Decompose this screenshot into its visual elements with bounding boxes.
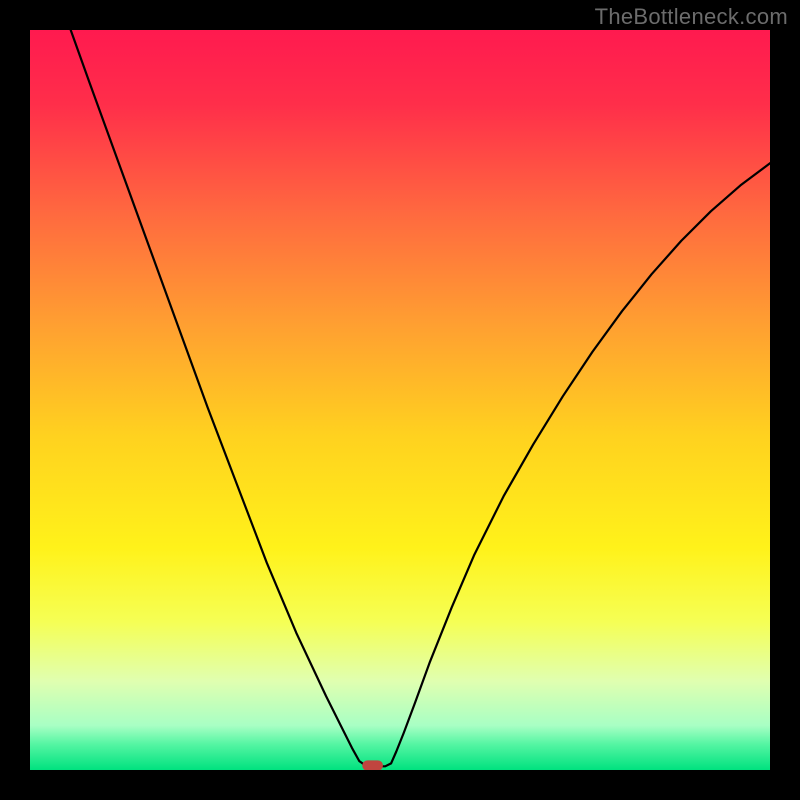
gradient-background <box>30 30 770 770</box>
plot-area <box>30 30 770 770</box>
optimum-marker <box>362 760 383 770</box>
chart-frame: TheBottleneck.com <box>0 0 800 800</box>
watermark-label: TheBottleneck.com <box>595 4 788 30</box>
bottleneck-curve-chart <box>30 30 770 770</box>
